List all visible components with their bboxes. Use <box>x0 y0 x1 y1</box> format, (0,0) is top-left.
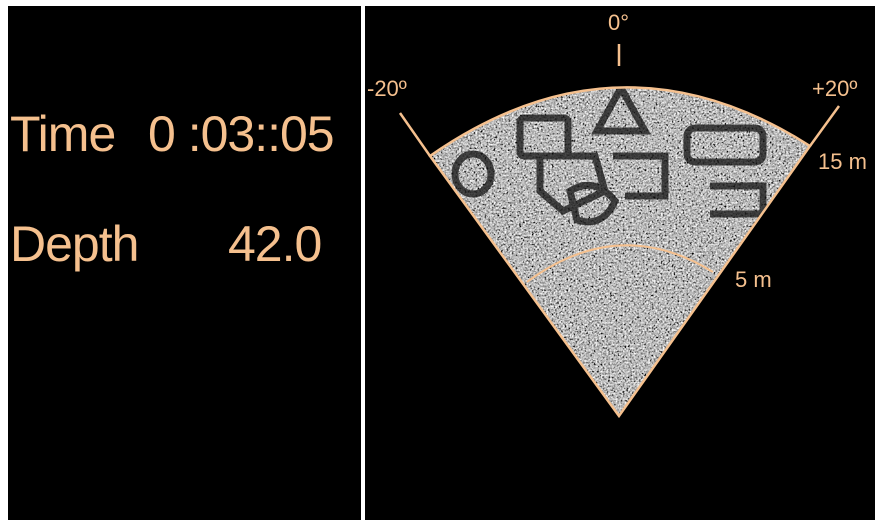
time-value: 0 :03::05 <box>148 106 335 162</box>
depth-value: 42.0 <box>228 216 322 272</box>
right-edge-line <box>808 105 841 147</box>
left-edge-line <box>398 112 432 157</box>
sonar-display: 0° -20º +20º 15 m 5 m <box>367 10 867 419</box>
range-inner-label: 5 m <box>735 267 772 292</box>
panel-divider <box>361 6 365 520</box>
sonar-image <box>430 87 810 416</box>
sonar-fan-outline <box>428 86 812 419</box>
readout-panel: Time 0 :03::05 Depth 42.0 <box>8 6 361 520</box>
range-outer-label: 15 m <box>818 149 867 174</box>
angle-center-label: 0° <box>608 10 629 35</box>
depth-label: Depth <box>10 216 139 272</box>
time-label: Time <box>10 106 116 162</box>
sonar-panel: 0° -20º +20º 15 m 5 m <box>365 6 875 520</box>
angle-left-label: -20º <box>367 76 407 101</box>
angle-right-label: +20º <box>812 76 857 101</box>
